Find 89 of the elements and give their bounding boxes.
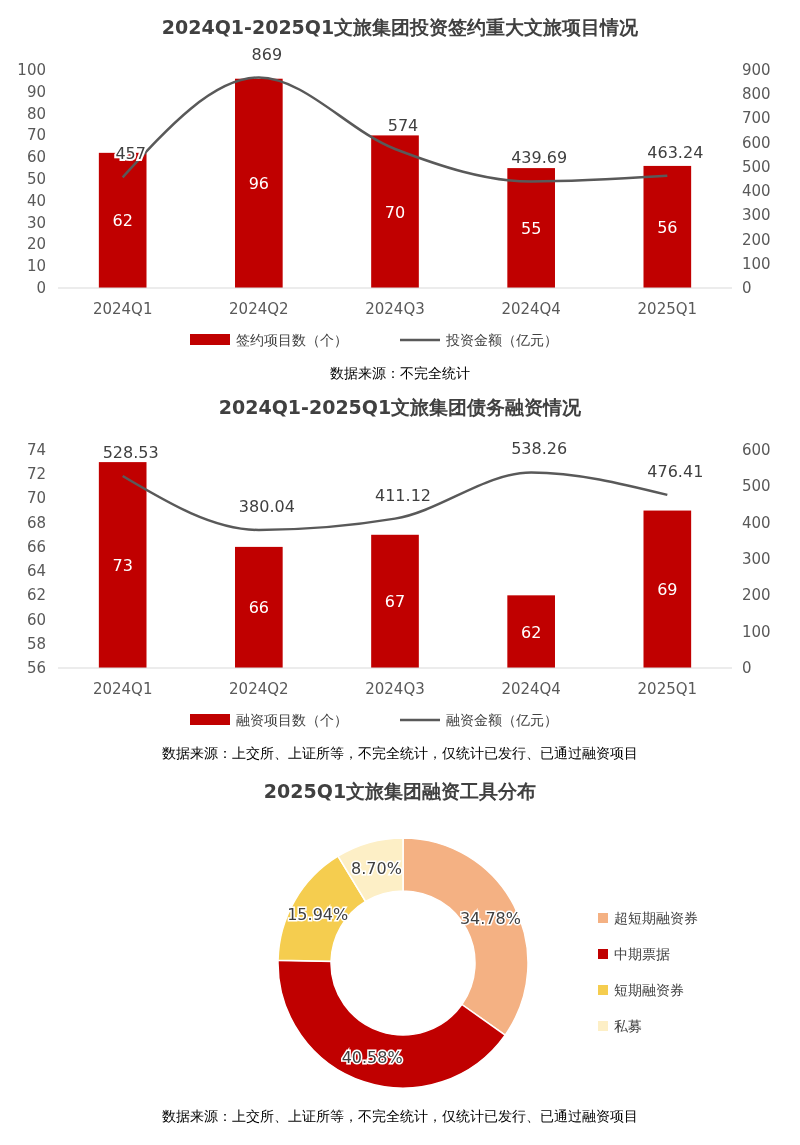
y2-tick-label: 700 bbox=[742, 109, 771, 128]
x-tick-label: 2025Q1 bbox=[637, 300, 698, 318]
source-note: 数据来源：上交所、上证所等，不完全统计，仅统计已发行、已通过融资项目 bbox=[162, 745, 638, 761]
y-tick-label: 60 bbox=[26, 610, 46, 629]
bar bbox=[643, 165, 692, 288]
y2-tick-label: 400 bbox=[742, 513, 771, 532]
legend-label: 融资金额（亿元） bbox=[446, 712, 558, 728]
bar bbox=[235, 78, 283, 288]
y-tick-label: 70 bbox=[26, 489, 46, 508]
y2-tick-label: 500 bbox=[742, 477, 771, 496]
y-tick-label: 30 bbox=[26, 213, 46, 232]
data-label: 15.94% bbox=[287, 904, 349, 924]
data-label: 439.69 bbox=[511, 148, 568, 168]
x-tick-label: 2024Q3 bbox=[365, 300, 425, 318]
data-label: 55 bbox=[520, 219, 542, 239]
y2-tick-label: 300 bbox=[742, 206, 771, 225]
y-tick-label: 50 bbox=[26, 170, 46, 188]
data-label: 67 bbox=[384, 592, 406, 612]
data-label: 528.53 bbox=[102, 442, 159, 462]
x-tick-label: 2024Q1 bbox=[92, 300, 153, 318]
y2-tick-label: 900 bbox=[742, 61, 771, 79]
y-tick-label: 62 bbox=[26, 586, 46, 605]
y2-tick-label: 100 bbox=[742, 622, 771, 641]
y2-tick-label: 100 bbox=[742, 254, 771, 273]
y-tick-label: 20 bbox=[26, 235, 46, 254]
y2-tick-label: 600 bbox=[742, 441, 771, 459]
x-tick-label: 2024Q3 bbox=[365, 680, 425, 698]
data-label: 70 bbox=[384, 202, 406, 222]
data-label: 463.24 bbox=[647, 142, 704, 162]
y-tick-label: 56 bbox=[26, 659, 46, 677]
y-tick-label: 70 bbox=[26, 126, 46, 145]
legend-label: 中期票据 bbox=[614, 946, 670, 962]
chart-title: 2024Q1-2025Q1文旅集团投资签约重大文旅项目情况 bbox=[161, 16, 640, 38]
x-tick-label: 2024Q2 bbox=[229, 300, 289, 318]
data-label: 56 bbox=[657, 217, 678, 237]
data-label: 62 bbox=[112, 211, 133, 231]
data-label: 96 bbox=[248, 174, 270, 194]
legend-label: 签约项目数（个） bbox=[236, 332, 348, 348]
data-label: 869 bbox=[251, 44, 283, 64]
bar bbox=[507, 168, 555, 288]
y2-tick-label: 200 bbox=[742, 586, 771, 605]
data-label: 34.78% bbox=[459, 908, 521, 928]
y-tick-label: 90 bbox=[26, 82, 46, 101]
y-tick-label: 60 bbox=[26, 148, 46, 167]
y-tick-label: 64 bbox=[26, 562, 46, 581]
legend-label: 短期融资券 bbox=[614, 982, 684, 998]
legend-label: 投资金额（亿元） bbox=[445, 332, 558, 348]
x-tick-label: 2024Q4 bbox=[501, 680, 561, 698]
y-tick-label: 10 bbox=[26, 257, 46, 276]
y2-tick-label: 300 bbox=[742, 550, 771, 568]
y-tick-label: 0 bbox=[36, 279, 46, 297]
source-note: 数据来源：不完全统计 bbox=[330, 365, 470, 381]
data-label: 380.04 bbox=[238, 496, 295, 516]
y2-tick-label: 200 bbox=[742, 230, 771, 249]
x-tick-label: 2024Q1 bbox=[92, 680, 153, 698]
bar bbox=[371, 135, 419, 288]
y-tick-label: 66 bbox=[26, 537, 46, 556]
y2-tick-label: 800 bbox=[742, 85, 771, 104]
y2-tick-label: 500 bbox=[742, 157, 771, 176]
data-label: 476.41 bbox=[647, 461, 704, 481]
y2-tick-label: 600 bbox=[742, 133, 771, 152]
y-tick-label: 40 bbox=[26, 191, 46, 210]
data-label: 574 bbox=[387, 115, 419, 135]
source-note: 数据来源：上交所、上证所等，不完全统计，仅统计已发行、已通过融资项目 bbox=[162, 1108, 638, 1124]
data-label: 69 bbox=[657, 580, 678, 600]
y-tick-label: 72 bbox=[26, 465, 46, 484]
y2-tick-label: 400 bbox=[742, 182, 771, 201]
y-tick-label: 68 bbox=[26, 513, 46, 532]
chart-title: 2025Q1文旅集团融资工具分布 bbox=[263, 780, 537, 802]
y-tick-label: 74 bbox=[26, 441, 46, 459]
x-tick-label: 2024Q4 bbox=[501, 300, 561, 318]
data-label: 73 bbox=[112, 556, 133, 576]
y-tick-label: 58 bbox=[26, 634, 46, 653]
data-label: 411.12 bbox=[375, 485, 431, 505]
x-tick-label: 2024Q2 bbox=[229, 680, 289, 698]
data-label: 66 bbox=[248, 598, 270, 618]
y2-tick-label: 0 bbox=[742, 659, 752, 677]
y2-tick-label: 0 bbox=[742, 279, 752, 297]
x-tick-label: 2025Q1 bbox=[637, 680, 698, 698]
y-tick-label: 80 bbox=[26, 104, 46, 123]
y-tick-label: 100 bbox=[17, 61, 46, 79]
data-label: 8.70% bbox=[351, 859, 402, 879]
legend-label: 私募 bbox=[614, 1018, 642, 1034]
data-label: 62 bbox=[520, 622, 542, 642]
legend-label: 融资项目数（个） bbox=[236, 712, 348, 728]
legend-label: 超短期融资券 bbox=[614, 910, 698, 926]
chart-title: 2024Q1-2025Q1文旅集团债务融资情况 bbox=[218, 396, 583, 418]
data-label: 40.58% bbox=[341, 1047, 403, 1067]
data-label: 538.26 bbox=[511, 439, 568, 459]
